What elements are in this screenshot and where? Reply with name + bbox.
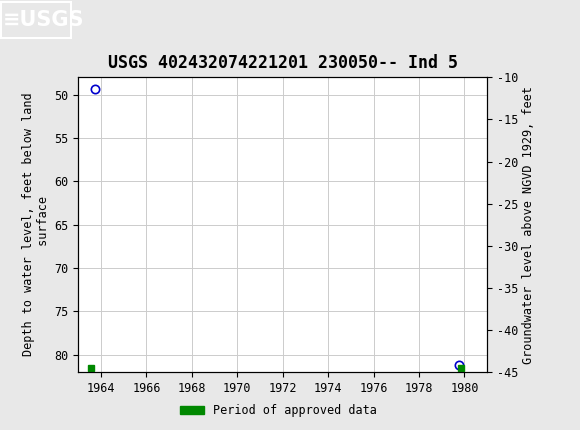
Y-axis label: Groundwater level above NGVD 1929, feet: Groundwater level above NGVD 1929, feet [523,86,535,364]
Y-axis label: Depth to water level, feet below land
 surface: Depth to water level, feet below land su… [22,93,50,356]
Text: ≡USGS: ≡USGS [3,10,85,30]
Legend: Period of approved data: Period of approved data [175,399,382,422]
Title: USGS 402432074221201 230050-- Ind 5: USGS 402432074221201 230050-- Ind 5 [108,54,458,72]
